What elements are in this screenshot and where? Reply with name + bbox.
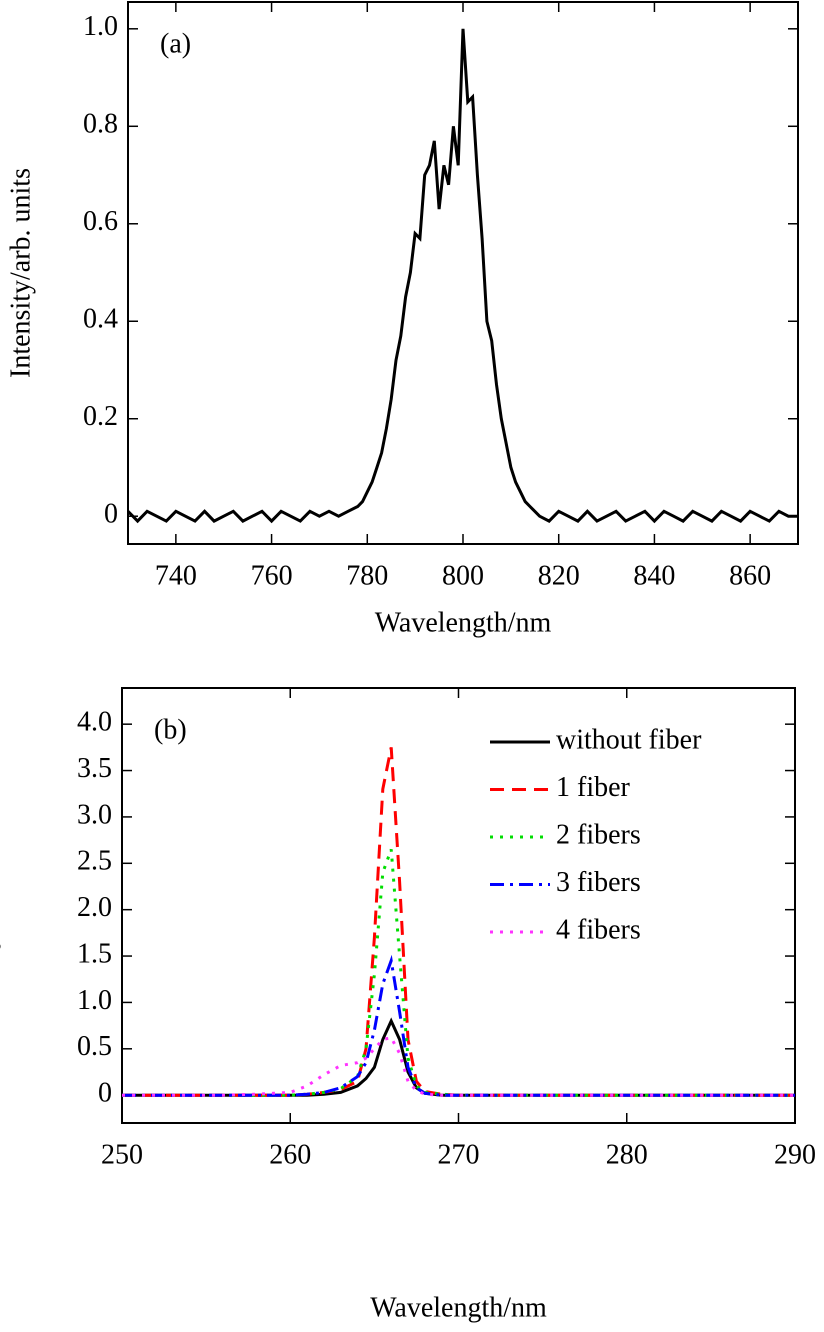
y-tick-label: 0 xyxy=(104,499,118,530)
y-tick-label: 0 xyxy=(98,1078,112,1109)
y-tick-label: 0.6 xyxy=(83,206,118,237)
data-line xyxy=(122,1017,795,1097)
legend-label: 1 fiber xyxy=(556,772,631,803)
y-tick-label: 2.5 xyxy=(77,846,112,877)
x-tick-label: 860 xyxy=(729,560,771,591)
x-tick-label: 280 xyxy=(606,1139,648,1170)
x-tick-label: 820 xyxy=(538,560,580,591)
y-tick-label: 0.2 xyxy=(83,401,118,432)
y-tick-label: 4.0 xyxy=(77,707,112,738)
y-tick-label: 1.0 xyxy=(77,985,112,1016)
x-tick-label: 800 xyxy=(442,560,484,591)
x-tick-label: 290 xyxy=(774,1139,816,1170)
plot-frame xyxy=(127,1,799,545)
data-line xyxy=(122,848,795,1097)
data-line xyxy=(126,28,798,524)
y-axis-label: Intensity/arb. units xyxy=(5,168,36,378)
data-line xyxy=(122,747,795,1097)
panel-label: (b) xyxy=(154,714,187,745)
x-tick-label: 740 xyxy=(155,560,197,591)
panel-label: (a) xyxy=(160,28,191,59)
y-tick-label: 1.5 xyxy=(77,938,112,969)
x-axis-label: Wavelength/nm xyxy=(375,607,552,638)
y-tick-label: 0.8 xyxy=(83,109,118,140)
x-tick-label: 270 xyxy=(438,1139,480,1170)
y-tick-label: 0.5 xyxy=(77,1031,112,1062)
y-tick-label: 0.4 xyxy=(83,304,118,335)
legend-label: without fiber xyxy=(556,724,702,755)
legend-label: 3 fibers xyxy=(556,867,641,898)
x-tick-label: 260 xyxy=(269,1139,311,1170)
x-tick-label: 840 xyxy=(633,560,675,591)
data-line xyxy=(122,954,795,1097)
y-tick-label: 3.5 xyxy=(77,753,112,784)
legend-label: 2 fibers xyxy=(556,819,641,850)
y-tick-label: 2.0 xyxy=(77,892,112,923)
y-tick-label: 3.0 xyxy=(77,799,112,830)
y-tick-label: 1.0 xyxy=(83,11,118,42)
x-tick-label: 250 xyxy=(101,1139,143,1170)
x-axis-label: Wavelength/nm xyxy=(370,1292,547,1323)
y-axis-label: Intensity/10⁴ arb. units xyxy=(0,778,1,1033)
x-tick-label: 760 xyxy=(251,560,293,591)
data-line xyxy=(122,1035,795,1097)
x-tick-label: 780 xyxy=(346,560,388,591)
legend-label: 4 fibers xyxy=(556,914,641,945)
